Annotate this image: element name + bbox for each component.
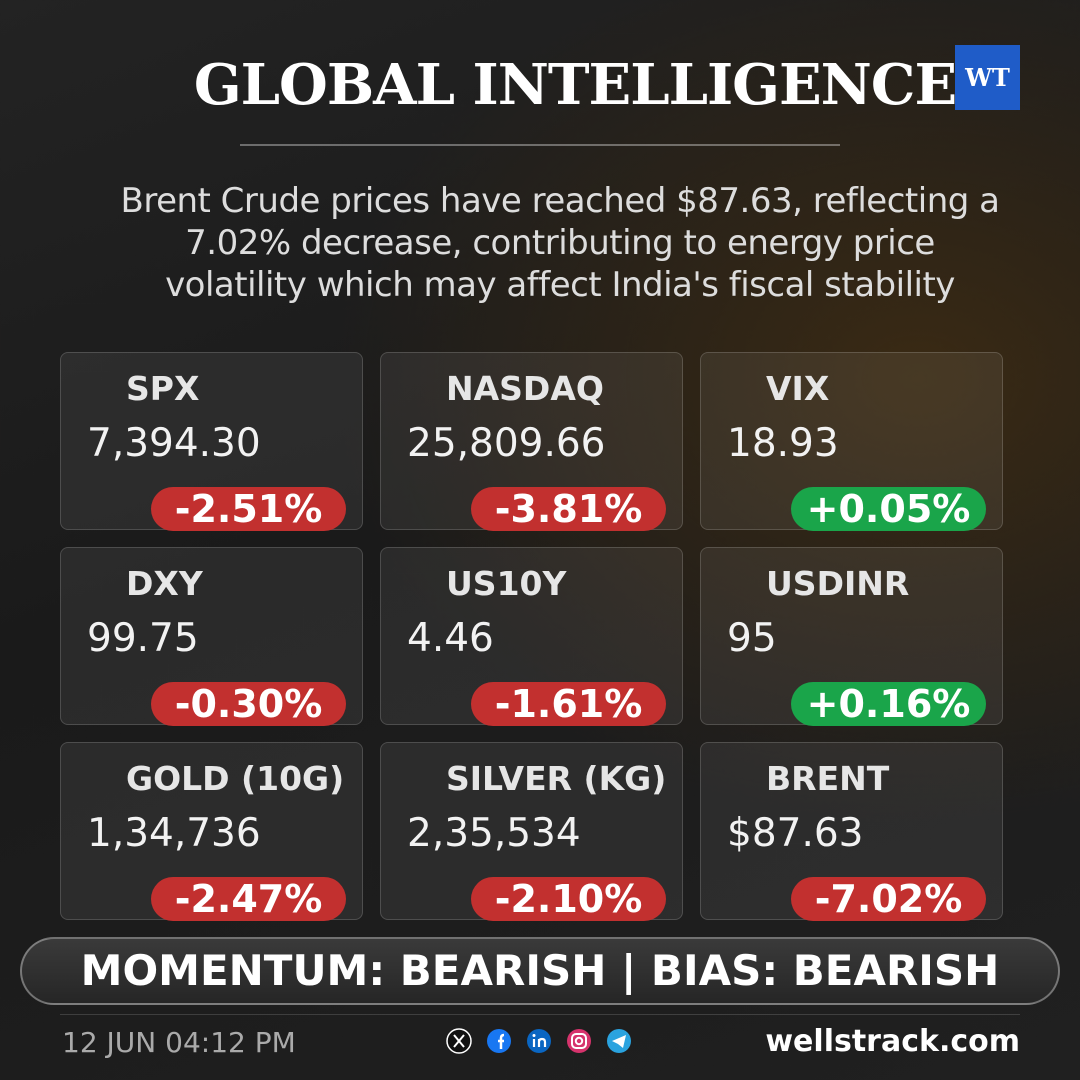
change-badge: -2.47% (151, 877, 346, 921)
ticker-value: 4.46 (407, 616, 494, 661)
telegram-icon[interactable] (607, 1029, 631, 1053)
summary: Brent Crude prices have reached $87.63, … (40, 180, 1080, 306)
ticker-name: GOLD (10G) (126, 759, 345, 798)
ticker-value: 25,809.66 (407, 421, 606, 466)
x-icon[interactable] (446, 1028, 472, 1054)
ticker-value: 2,35,534 (407, 811, 581, 856)
market-tile: GOLD (10G) 1,34,736 -2.47% (60, 742, 363, 921)
ticker-value: $87.63 (727, 811, 864, 856)
change-badge: -0.30% (151, 682, 346, 726)
social-icons (446, 1028, 631, 1054)
summary-line: volatility which may affect India's fisc… (165, 265, 955, 305)
ticker-name: SILVER (KG) (446, 759, 667, 798)
website: wellstrack.com (765, 1024, 1020, 1059)
market-tile: SPX 7,394.30 -2.51% (60, 352, 363, 531)
title: GLOBAL INTELLIGENCE (193, 52, 957, 118)
change-badge: -1.61% (471, 682, 666, 726)
summary-line: 7.02% decrease, contributing to energy p… (185, 223, 935, 263)
ticker-value: 18.93 (727, 421, 839, 466)
footer-line (60, 1014, 1020, 1015)
change-badge: -3.81% (471, 487, 666, 531)
market-tile: SILVER (KG) 2,35,534 -2.10% (380, 742, 683, 921)
ticker-name: VIX (766, 369, 830, 408)
ticker-name: US10Y (446, 564, 567, 603)
market-tile: NASDAQ 25,809.66 -3.81% (380, 352, 683, 531)
change-badge: -2.51% (151, 487, 346, 531)
ticker-value: 95 (727, 616, 777, 661)
ticker-name: NASDAQ (446, 369, 604, 408)
market-tile: USDINR 95 +0.16% (700, 547, 1003, 726)
market-tile: US10Y 4.46 -1.61% (380, 547, 683, 726)
ticker-name: SPX (126, 369, 200, 408)
market-tile: VIX 18.93 +0.05% (700, 352, 1003, 531)
market-tile: DXY 99.75 -0.30% (60, 547, 363, 726)
ticker-value: 7,394.30 (87, 421, 261, 466)
linkedin-icon[interactable] (527, 1029, 551, 1053)
divider (240, 144, 840, 146)
change-badge: -2.10% (471, 877, 666, 921)
ticker-name: USDINR (766, 564, 910, 603)
ticker-value: 1,34,736 (87, 811, 261, 856)
timestamp: 12 JUN 04:12 PM (62, 1026, 296, 1059)
summary-line: Brent Crude prices have reached $87.63, … (120, 181, 1000, 221)
instagram-icon[interactable] (567, 1029, 591, 1053)
change-badge: +0.16% (791, 682, 986, 726)
logo: WT (955, 45, 1020, 110)
facebook-icon[interactable] (487, 1029, 511, 1053)
market-tile: BRENT $87.63 -7.02% (700, 742, 1003, 921)
ticker-name: DXY (126, 564, 203, 603)
ticker-value: 99.75 (87, 616, 199, 661)
change-badge: +0.05% (791, 487, 986, 531)
ticker-name: BRENT (766, 759, 890, 798)
change-badge: -7.02% (791, 877, 986, 921)
momentum-bar: MOMENTUM: BEARISH | BIAS: BEARISH (20, 937, 1060, 1005)
